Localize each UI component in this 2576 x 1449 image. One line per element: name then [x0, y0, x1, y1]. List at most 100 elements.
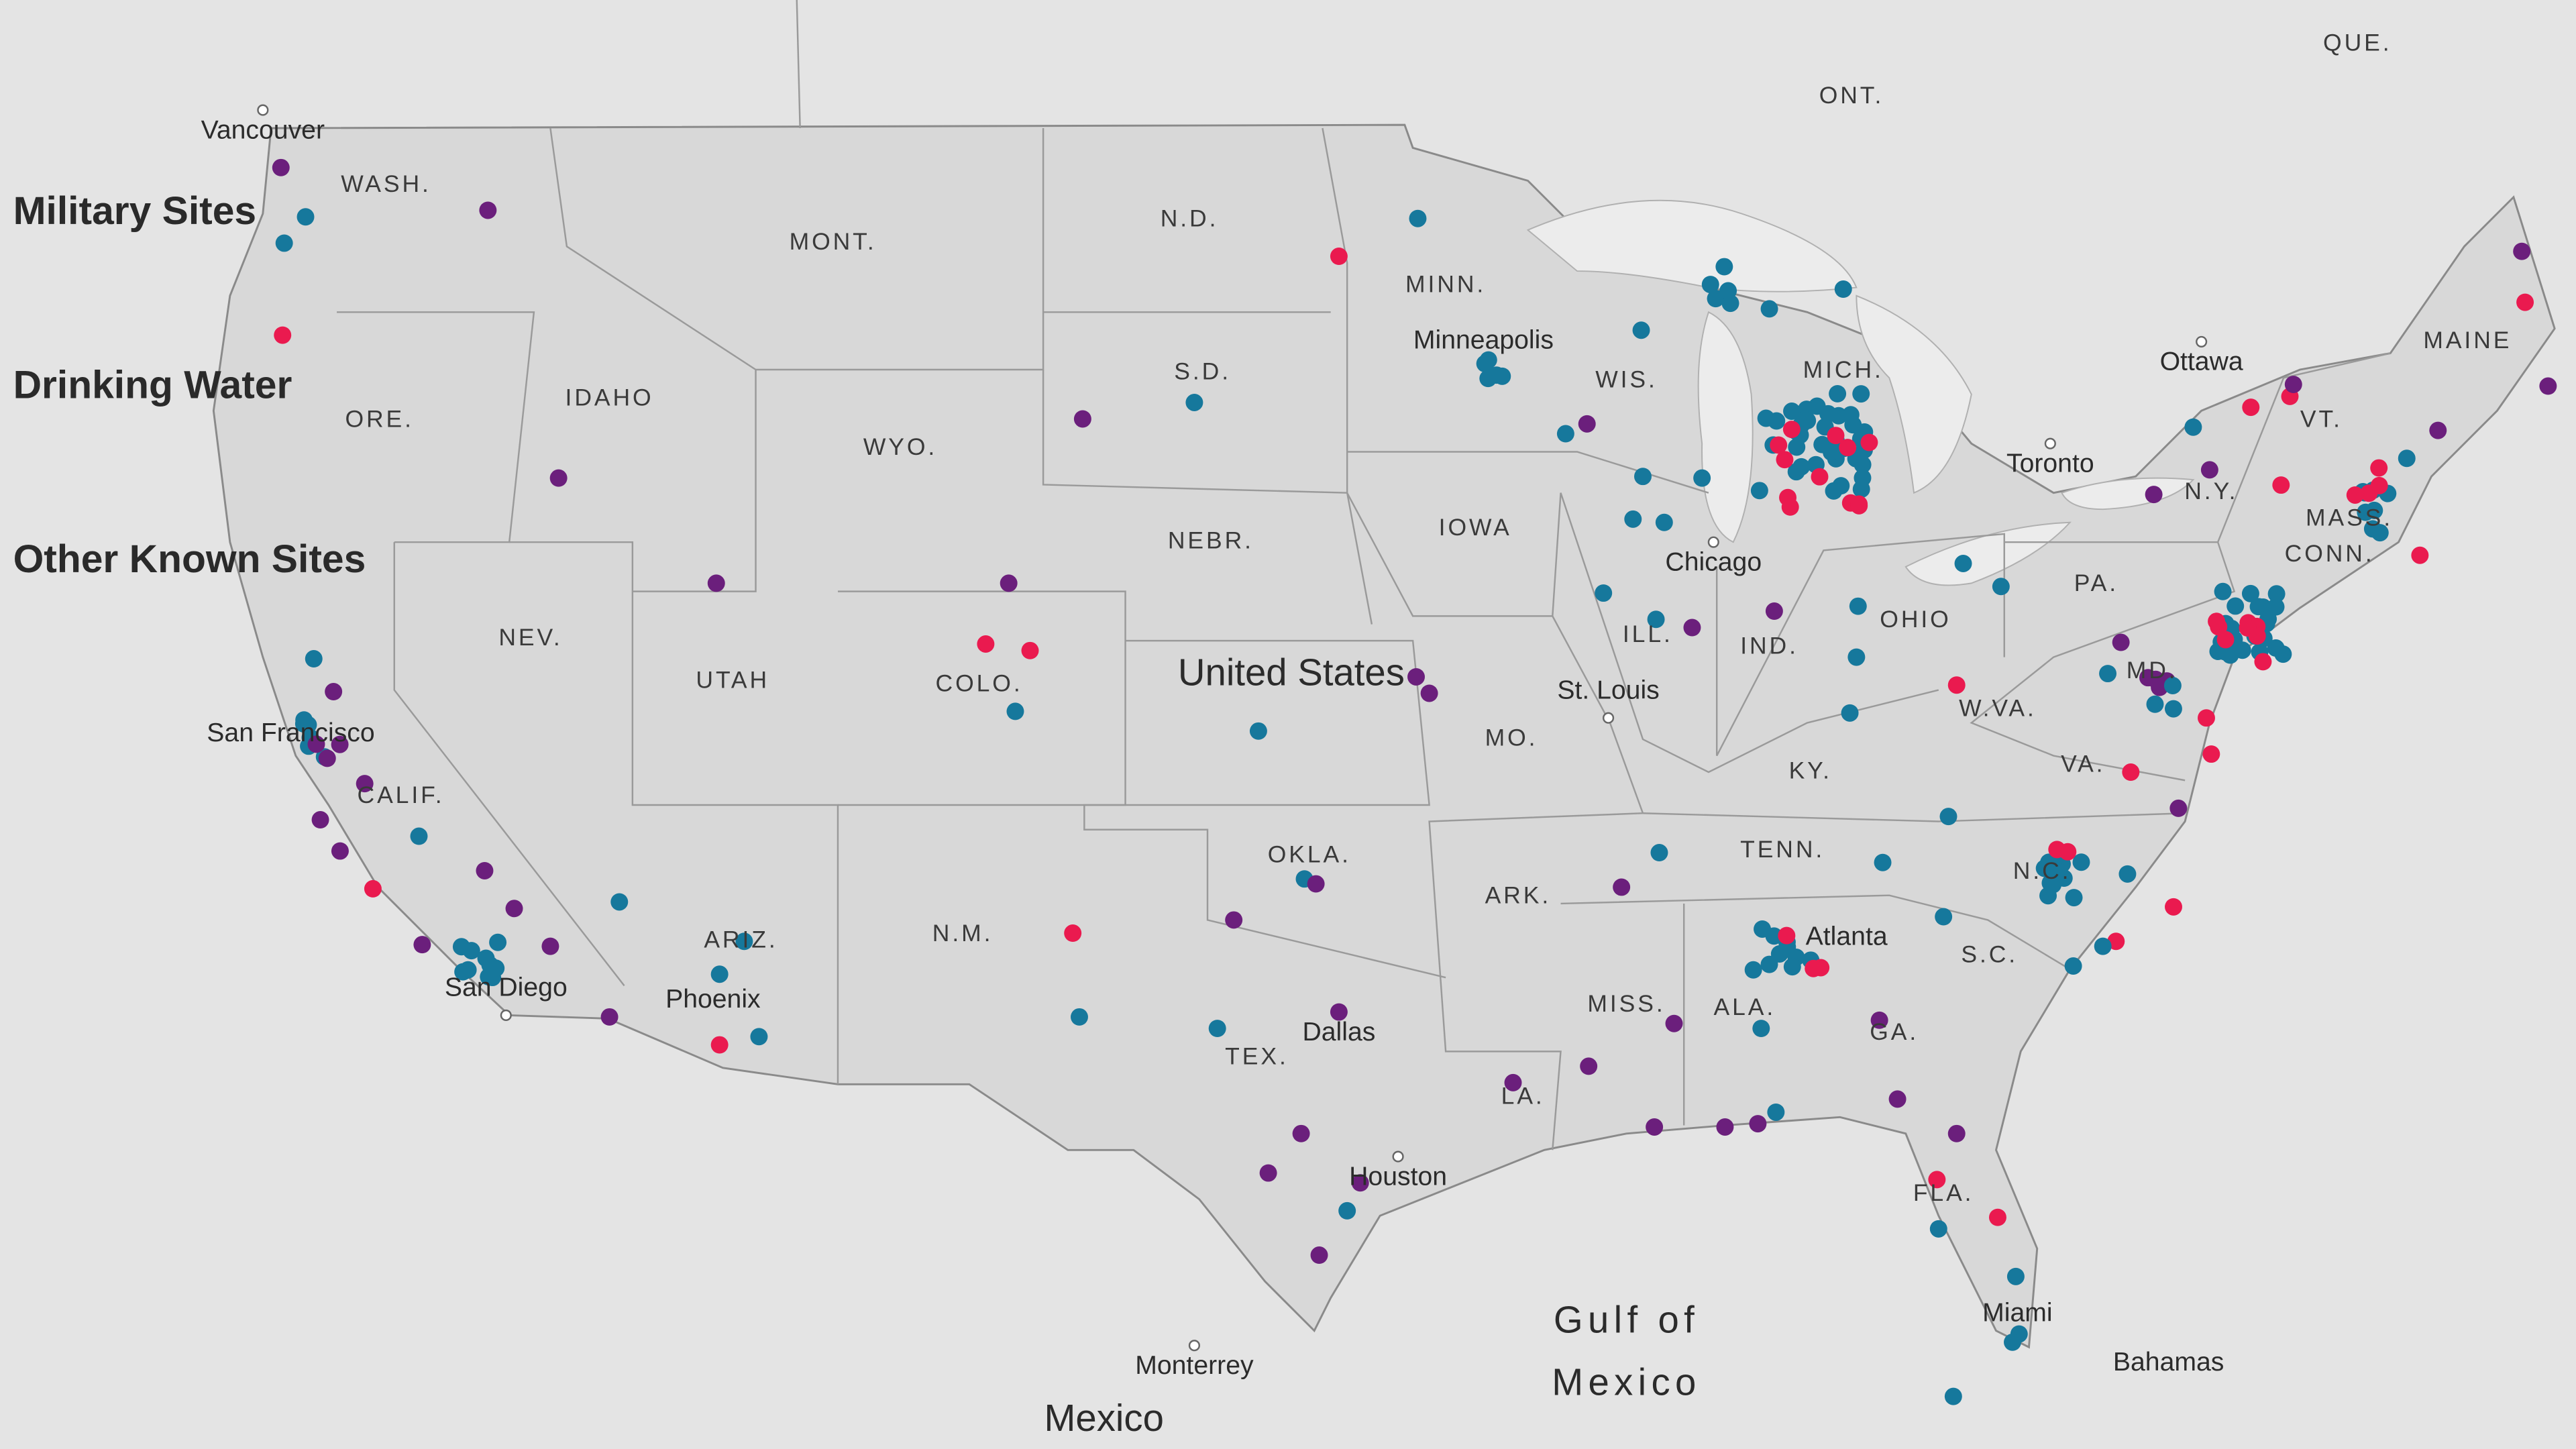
- site-dot: [1767, 1103, 1785, 1121]
- site-dot: [1650, 844, 1668, 861]
- city-marker: [1707, 536, 1719, 548]
- city-label: Atlanta: [1806, 922, 1888, 951]
- site-dot: [476, 861, 494, 879]
- site-dot: [541, 937, 559, 955]
- site-dot: [1249, 722, 1267, 740]
- site-dot: [1811, 468, 1829, 486]
- site-dot: [2107, 932, 2125, 951]
- site-dot: [505, 900, 523, 918]
- site-dot: [1988, 1208, 2006, 1226]
- city-label: Houston: [1349, 1162, 1447, 1191]
- site-dot: [1829, 407, 1847, 425]
- site-dot: [1834, 280, 1852, 298]
- site-dot: [1655, 513, 1673, 531]
- site-dot: [1000, 574, 1018, 592]
- site-dot: [1715, 258, 1733, 276]
- site-dot: [480, 968, 498, 986]
- site-dot: [1874, 853, 1892, 871]
- site-dot: [1225, 911, 1243, 929]
- site-dot: [1929, 1220, 1947, 1238]
- state-label: COLO.: [936, 670, 1023, 697]
- city-label: San Diego: [445, 973, 568, 1002]
- site-dot: [1330, 248, 1348, 266]
- site-dot: [2059, 843, 2077, 861]
- site-dot: [1852, 385, 1870, 403]
- legend-item[interactable]: Drinking Water: [13, 363, 292, 407]
- site-dot: [1776, 451, 1794, 469]
- site-dot: [1782, 421, 1801, 439]
- state-label: GA.: [1870, 1018, 1919, 1045]
- site-dot: [331, 735, 349, 753]
- site-dot: [272, 158, 290, 176]
- site-dot: [1888, 1090, 1907, 1108]
- state-label: PA.: [2074, 570, 2118, 596]
- city-label: Toronto: [2006, 449, 2094, 478]
- site-dot: [2242, 398, 2260, 417]
- site-dot: [1646, 1118, 1664, 1136]
- site-dot: [2198, 709, 2215, 727]
- border: [1715, 533, 2005, 757]
- site-dot: [1954, 555, 1972, 572]
- site-dot: [454, 963, 472, 981]
- site-dot: [1259, 1164, 1277, 1182]
- state-label: MISS.: [1587, 990, 1665, 1017]
- border: [393, 542, 625, 987]
- site-dot: [2370, 476, 2388, 494]
- city-marker: [257, 104, 269, 116]
- site-dot: [1841, 704, 1859, 722]
- site-dot: [2049, 863, 2068, 881]
- city-marker: [2044, 437, 2056, 449]
- site-dot: [1992, 578, 2010, 596]
- state-label: WYO.: [863, 433, 937, 460]
- site-dot: [735, 932, 753, 951]
- site-dot: [2112, 633, 2130, 651]
- state-label: ORE.: [345, 405, 413, 432]
- site-dot: [2539, 377, 2557, 395]
- site-dot: [1765, 927, 1783, 945]
- state-label: NEBR.: [1168, 527, 1254, 554]
- state-label: MINN.: [1405, 270, 1486, 297]
- site-dot: [489, 933, 507, 951]
- site-dot: [549, 469, 568, 487]
- water-label: Gulf of: [1554, 1298, 1699, 1340]
- site-dot: [452, 938, 470, 956]
- site-dot: [274, 326, 292, 344]
- site-dot: [2284, 376, 2302, 394]
- site-dot: [2147, 670, 2165, 688]
- site-dot: [1749, 1115, 1767, 1133]
- site-dot: [2216, 643, 2234, 661]
- site-dot: [1578, 415, 1596, 433]
- border: [755, 128, 1044, 371]
- legend-item[interactable]: Military Sites: [13, 189, 257, 233]
- site-dot: [1707, 290, 1725, 308]
- border: [796, 0, 801, 129]
- state-label: N.C.: [2013, 857, 2072, 884]
- city-label: Bahamas: [2113, 1348, 2224, 1377]
- state-label: S.C.: [1961, 941, 2018, 968]
- site-dot: [2241, 584, 2259, 602]
- site-dot: [1744, 961, 1762, 979]
- city-label: Miami: [1982, 1299, 2052, 1328]
- site-dot: [1760, 300, 1778, 318]
- site-dot: [2272, 476, 2290, 494]
- site-dot: [1021, 641, 1039, 659]
- legend-item[interactable]: Other Known Sites: [13, 537, 366, 581]
- state-label: ARK.: [1485, 882, 1552, 909]
- site-dot: [1947, 1124, 1966, 1142]
- site-dot: [2200, 461, 2218, 479]
- site-dot: [1504, 1073, 1522, 1091]
- state-label: N.M.: [932, 920, 994, 947]
- water-label: Mexico: [1552, 1360, 1701, 1403]
- city-marker: [1602, 712, 1615, 724]
- site-dot: [2365, 501, 2383, 519]
- state-label: UTAH: [696, 667, 769, 694]
- site-dot: [2239, 619, 2257, 637]
- site-dot: [1944, 1387, 1962, 1405]
- site-dot: [1420, 684, 1438, 702]
- canada-borders: [796, 0, 801, 129]
- site-dot: [1665, 1014, 1683, 1032]
- site-dot: [1839, 439, 1857, 457]
- state-label: MAINE: [2423, 327, 2512, 354]
- site-dot: [1556, 425, 1574, 443]
